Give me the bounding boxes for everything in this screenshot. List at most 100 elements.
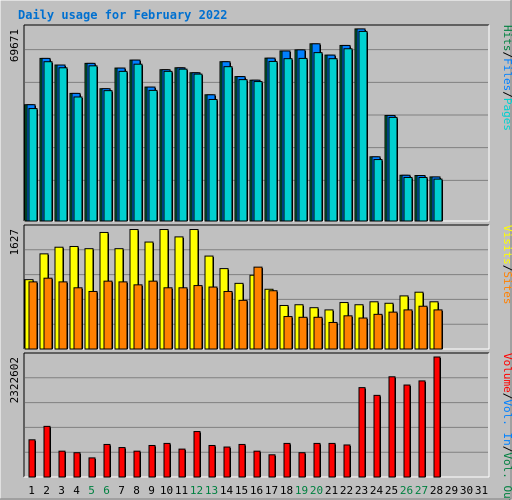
x-tick-label: 23 [355, 484, 368, 497]
x-tick-label: 21 [325, 484, 338, 497]
x-tick-label: 10 [160, 484, 173, 497]
bar-pages-day-28 [433, 178, 443, 222]
bar-volume-day-18 [283, 442, 291, 478]
bar-sites-day-28 [433, 309, 443, 350]
x-tick-label: 12 [190, 484, 203, 497]
x-tick-label: 15 [235, 484, 248, 497]
x-axis-labels: 1 2 3 4 5 6 7 8 9 10 11 12 13 14 15 16 17 18 19 20 21 22 23 24 2… [28, 484, 488, 497]
x-tick-label: 4 [73, 484, 80, 497]
bar-pages-day-7 [118, 70, 128, 222]
bar-volume-day-10 [163, 442, 171, 478]
bar-sites-day-27 [418, 305, 428, 350]
bar-sites-day-14 [223, 290, 233, 350]
bar-volume-day-24 [373, 394, 381, 478]
x-tick-label: 14 [220, 484, 234, 497]
bar-sites-day-8 [133, 284, 143, 350]
x-tick-label: 30 [460, 484, 473, 497]
bar-sites-day-1 [28, 281, 38, 350]
bar-volume-day-23 [358, 387, 366, 478]
legend: Hits/Files/Pages [501, 25, 512, 131]
x-tick-label: 26 [400, 484, 413, 497]
bar-sites-day-15 [238, 299, 248, 350]
x-tick-label: 18 [280, 484, 293, 497]
bar-volume-day-9 [148, 444, 156, 478]
bar-pages-day-23 [358, 30, 368, 222]
bar-volume-day-4 [73, 452, 81, 478]
bar-sites-day-18 [283, 316, 293, 350]
x-tick-label: 29 [445, 484, 458, 497]
bar-volume-day-15 [238, 443, 246, 478]
bar-sites-day-17 [268, 290, 278, 350]
bar-volume-day-17 [268, 454, 276, 478]
bar-volume-day-2 [43, 425, 51, 478]
legend-entry: Pages [501, 98, 512, 131]
bar-sites-day-26 [403, 309, 413, 350]
bar-pages-day-4 [73, 96, 83, 222]
y-max-label: 2322602 [8, 357, 21, 403]
bar-volume-day-3 [58, 450, 66, 478]
legend: Visits/Sites [501, 225, 512, 305]
bar-volume-day-22 [343, 444, 351, 478]
legend-entry: Hits [501, 25, 512, 52]
legend: Volume/Vol. In/Vol. Out [501, 353, 512, 500]
x-tick-label: 11 [175, 484, 188, 497]
panel-hits-files-pages: 69671 Hits/Files/Pages [8, 24, 512, 222]
bar-pages-day-1 [28, 108, 38, 222]
x-tick-label: 31 [475, 484, 488, 497]
bar-sites-day-19 [298, 316, 308, 350]
bar-pages-day-27 [418, 176, 428, 222]
x-tick-label: 20 [310, 484, 323, 497]
x-tick-label: 28 [430, 484, 443, 497]
bar-pages-day-19 [298, 57, 308, 222]
bar-pages-day-16 [253, 81, 263, 222]
bar-volume-day-16 [253, 450, 261, 478]
bar-volume-day-11 [178, 448, 186, 478]
bar-sites-day-3 [58, 281, 68, 350]
legend-separator: / [501, 265, 512, 272]
bar-sites-day-9 [148, 280, 158, 350]
legend-entry: Sites [501, 271, 512, 304]
panel-visits-sites: 1627 Visits/Sites [8, 224, 512, 350]
y-max-label: 69671 [8, 29, 21, 62]
x-tick-label: 2 [43, 484, 50, 497]
bar-pages-day-24 [373, 159, 383, 222]
legend-entry: Vol. Out [501, 452, 512, 500]
x-tick-label: 24 [370, 484, 384, 497]
bar-sites-day-21 [328, 321, 338, 350]
chart-title: Daily usage for February 2022 [18, 8, 228, 22]
bar-volume-day-14 [223, 446, 231, 478]
x-tick-label: 3 [58, 484, 65, 497]
x-tick-label: 27 [415, 484, 428, 497]
bar-sites-day-2 [43, 277, 53, 350]
bar-pages-day-12 [193, 73, 203, 222]
bar-pages-day-17 [268, 60, 278, 222]
bar-pages-day-18 [283, 58, 293, 222]
bar-pages-day-9 [148, 89, 158, 222]
bar-volume-day-6 [103, 443, 111, 478]
bar-pages-day-22 [343, 48, 353, 222]
legend-entry: Volume [501, 353, 512, 393]
bar-pages-day-15 [238, 79, 248, 222]
bar-sites-day-16 [253, 266, 263, 350]
chart-panels: 69671Hits/Files/Pages1627Visits/Sites232… [8, 24, 512, 500]
bar-pages-day-13 [208, 98, 218, 222]
x-tick-label: 16 [250, 484, 263, 497]
bar-sites-day-6 [103, 280, 113, 350]
bar-volume-day-25 [388, 376, 396, 478]
bar-pages-day-5 [88, 65, 98, 222]
bar-volume-day-12 [193, 431, 201, 478]
x-tick-label: 9 [148, 484, 155, 497]
bar-pages-day-2 [43, 61, 53, 222]
bar-volume-day-26 [403, 384, 411, 478]
x-tick-label: 8 [133, 484, 140, 497]
bar-sites-day-7 [118, 281, 128, 350]
bar-sites-day-22 [343, 315, 353, 350]
bar-volume-day-20 [313, 442, 321, 478]
x-tick-label: 25 [385, 484, 398, 497]
bar-sites-day-25 [388, 311, 398, 350]
bar-pages-day-10 [163, 70, 173, 222]
bar-sites-day-24 [373, 313, 383, 350]
bar-pages-day-14 [223, 66, 233, 222]
bar-pages-day-6 [103, 90, 113, 222]
